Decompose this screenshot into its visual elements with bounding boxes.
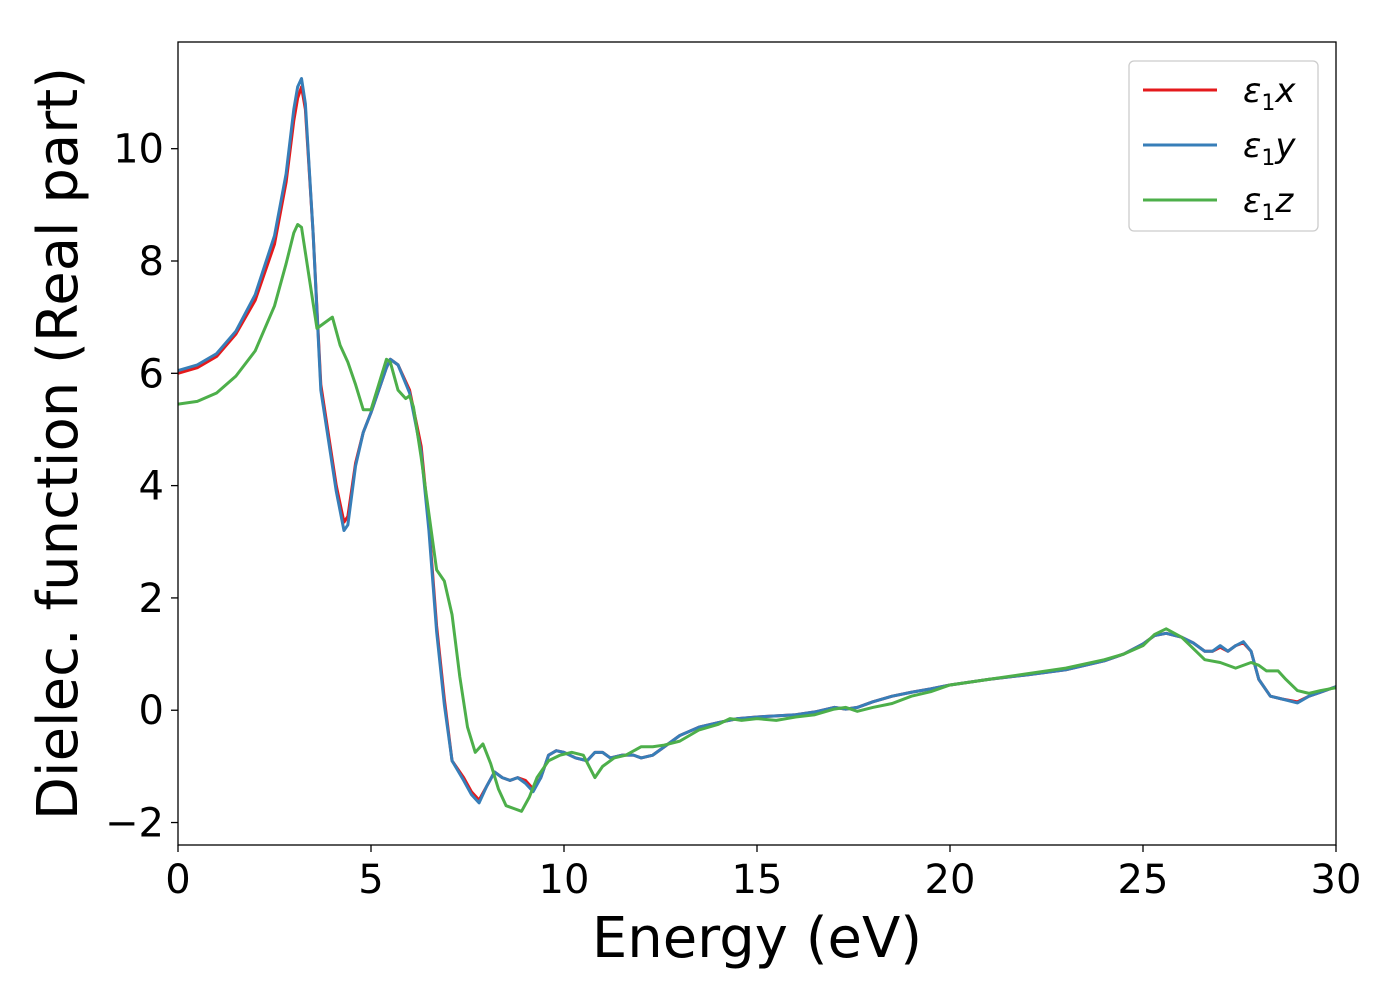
x-tick-label: 0: [165, 857, 190, 903]
legend-label-z: ε1z: [1243, 181, 1294, 226]
x-tick-label: 15: [732, 857, 783, 903]
series-line-y: [178, 77, 1336, 805]
y-tick-label: 4: [139, 464, 164, 510]
legend-label-x: ε1x: [1243, 71, 1296, 116]
y-tick-label: 2: [139, 576, 164, 622]
y-tick-label: 10: [113, 127, 164, 173]
x-tick-label: 20: [925, 857, 976, 903]
x-tick-label: 5: [358, 857, 383, 903]
x-tick-label: 30: [1311, 857, 1362, 903]
series-group: [178, 77, 1336, 813]
x-axis-label: Energy (eV): [592, 906, 922, 971]
legend-label-y: ε1y: [1243, 126, 1296, 171]
legend: ε1x ε1y ε1z: [1128, 60, 1319, 232]
x-tick-label: 25: [1118, 857, 1169, 903]
legend-box: [1128, 60, 1319, 232]
y-axis-label: Dielec. function (Real part): [26, 67, 91, 820]
y-tick-label: 6: [139, 351, 164, 397]
y-tick-label: 0: [139, 688, 164, 734]
y-tick-label: 8: [139, 239, 164, 285]
series-line-z: [178, 223, 1336, 813]
x-tick-label: 10: [539, 857, 590, 903]
y-tick-label: −2: [105, 801, 164, 847]
